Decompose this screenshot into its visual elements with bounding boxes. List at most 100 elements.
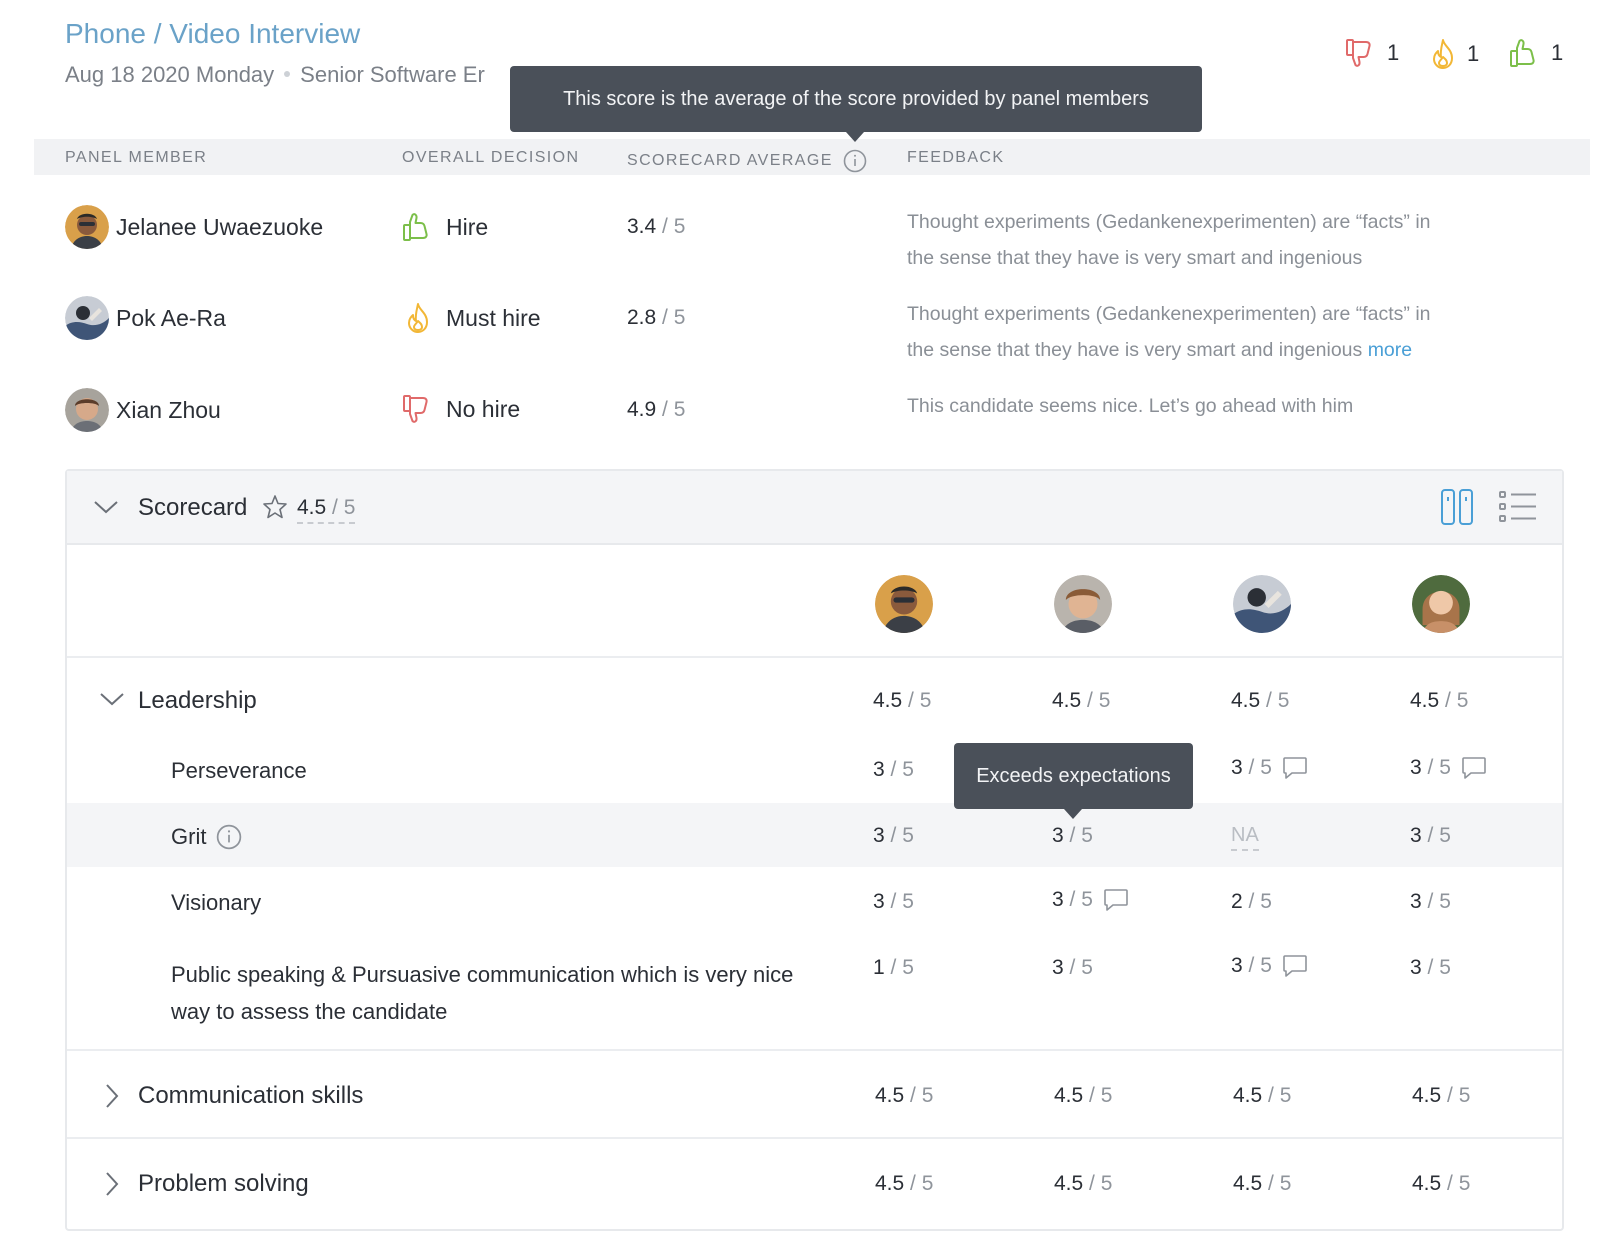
score-value: 3.4 <box>627 215 657 238</box>
score-cell: 4.5 / 5 <box>1052 689 1111 712</box>
score-cell[interactable]: 3 / 5 <box>1052 888 1129 912</box>
scorecard-average: 3.4 / 5 <box>627 215 685 239</box>
comment-icon[interactable] <box>1282 756 1308 780</box>
score-cell: 4.5 / 5 <box>875 1172 934 1195</box>
score-cell[interactable]: 3 / 5 <box>873 824 914 847</box>
thumbs-down-icon <box>1346 39 1371 67</box>
row-highlight <box>67 803 1562 867</box>
comment-icon[interactable] <box>1282 954 1308 978</box>
score-cell[interactable]: 3 / 5 <box>1052 824 1093 847</box>
feedback-line: Thought experiments (Gedankenexperimente… <box>907 211 1431 233</box>
score-cell[interactable]: 3 / 5 <box>873 890 914 913</box>
feedback-line: This candidate seems nice. Let’s go ahea… <box>907 395 1354 417</box>
feedback-text: Thought experiments (Gedankenexperimente… <box>907 296 1507 368</box>
score-cell[interactable]: 3 / 5 <box>1231 954 1308 978</box>
tally-hire[interactable]: 1 <box>1509 38 1563 68</box>
score-cell[interactable]: 3 / 5 <box>1410 890 1451 913</box>
panel-member-name[interactable]: Pok Ae-Ra <box>116 305 226 331</box>
panel-table-header <box>34 139 1590 175</box>
list-view-icon[interactable] <box>1498 490 1538 524</box>
tally-must-hire-count: 1 <box>1467 41 1480 66</box>
flame-icon <box>1433 39 1453 69</box>
decision-must-hire: Must hire <box>402 302 541 334</box>
interview-role: Senior Software Er <box>300 62 485 87</box>
panel-member-name[interactable]: Jelanee Uwaezuoke <box>116 214 324 240</box>
tooltip-arrow <box>846 132 864 142</box>
feedback-text: This candidate seems nice. Let’s go ahea… <box>907 388 1507 424</box>
section-title-problem-solving[interactable]: Problem solving <box>138 1170 309 1197</box>
score-cell: 4.5 / 5 <box>1233 1172 1292 1195</box>
scorecard-title: Scorecard <box>138 494 248 521</box>
decision-label: No hire <box>446 395 521 422</box>
score-tooltip-text: Exceeds expectations <box>976 764 1171 787</box>
feedback-line: the sense that they have is very smart a… <box>907 339 1363 361</box>
column-header-feedback: FEEDBACK <box>907 149 1005 166</box>
comment-icon[interactable] <box>1461 756 1487 780</box>
tally-hire-count: 1 <box>1551 40 1564 65</box>
score-cell[interactable]: NA <box>1231 824 1259 851</box>
score-cell[interactable]: 1 / 5 <box>873 956 914 979</box>
score-cell[interactable]: 3 / 5 <box>1052 956 1093 979</box>
chevron-down-icon[interactable] <box>98 687 126 711</box>
feedback-line: Thought experiments (Gedankenexperimente… <box>907 303 1431 325</box>
criterion-label: Public speaking & Pursuasive communicati… <box>171 962 794 987</box>
comment-icon[interactable] <box>1103 888 1129 912</box>
decision-label: Hire <box>446 213 489 240</box>
chevron-down-icon[interactable] <box>92 495 120 519</box>
feedback-text: Thought experiments (Gedankenexperimente… <box>907 204 1507 276</box>
score-value: 4.5 <box>297 496 327 519</box>
not-applicable[interactable]: NA <box>1231 824 1259 851</box>
avatar <box>65 205 109 249</box>
tally-must-hire[interactable]: 1 <box>1429 38 1479 70</box>
section-title-leadership[interactable]: Leadership <box>138 687 257 714</box>
column-header-panel-member: PANEL MEMBER <box>65 149 208 166</box>
columns-view-icon[interactable] <box>1440 488 1474 526</box>
score-cell[interactable]: 2 / 5 <box>1231 890 1272 913</box>
thumbs-up-icon <box>1510 39 1535 67</box>
chevron-right-icon[interactable] <box>102 1170 122 1198</box>
score-denominator: / 5 <box>656 398 686 421</box>
panel-member-name[interactable]: Xian Zhou <box>116 397 221 423</box>
flame-icon <box>408 303 428 333</box>
info-icon[interactable] <box>843 149 867 173</box>
scorecard-header <box>67 471 1562 545</box>
criterion-visionary: Visionary <box>171 890 262 915</box>
divider <box>67 1137 1562 1139</box>
criterion-public-speaking: Public speaking & Pursuasive communicati… <box>171 956 793 1030</box>
avatar <box>875 575 933 633</box>
score-cell: 4.5 / 5 <box>1412 1084 1471 1107</box>
scorecard-overall-score[interactable]: 4.5 / 5 <box>297 496 356 524</box>
divider <box>67 1049 1562 1051</box>
score-denominator: / 5 <box>656 306 686 329</box>
avatar <box>65 296 109 340</box>
more-link[interactable]: more <box>1367 339 1413 361</box>
decision-hire: Hire <box>402 212 488 242</box>
divider <box>67 656 1562 658</box>
score-cell: 4.5 / 5 <box>873 689 932 712</box>
criterion-perseverance: Perseverance <box>171 758 307 783</box>
score-cell: 4.5 / 5 <box>1412 1172 1471 1195</box>
avatar <box>1412 575 1470 633</box>
chevron-right-icon[interactable] <box>102 1082 122 1110</box>
column-header-scorecard-average: SCORECARD AVERAGE <box>627 149 867 173</box>
section-title-communication-skills[interactable]: Communication skills <box>138 1082 364 1109</box>
star-icon[interactable] <box>262 494 288 520</box>
column-header-scorecard-average-label: SCORECARD AVERAGE <box>627 152 833 169</box>
score-denominator: / 5 <box>656 215 686 238</box>
score-cell[interactable]: 3 / 5 <box>1410 824 1451 847</box>
score-cell[interactable]: 3 / 5 <box>1231 756 1308 780</box>
score-cell: 4.5 / 5 <box>1054 1084 1113 1107</box>
score-cell[interactable]: 3 / 5 <box>1410 956 1451 979</box>
score-average-tooltip: This score is the average of the score p… <box>510 66 1202 142</box>
score-value: 4.9 <box>627 398 657 421</box>
avatar <box>1054 575 1112 633</box>
avatar <box>65 388 109 432</box>
tally-no-hire[interactable]: 1 <box>1345 38 1399 68</box>
page-title: Phone / Video Interview <box>65 18 361 49</box>
info-icon[interactable] <box>216 824 242 850</box>
score-cell[interactable]: 3 / 5 <box>873 758 914 781</box>
scorecard-average: 4.9 / 5 <box>627 398 685 422</box>
score-denominator: / 5 <box>326 496 356 519</box>
interview-date: Aug 18 2020 Monday <box>65 62 275 87</box>
score-cell[interactable]: 3 / 5 <box>1410 756 1487 780</box>
